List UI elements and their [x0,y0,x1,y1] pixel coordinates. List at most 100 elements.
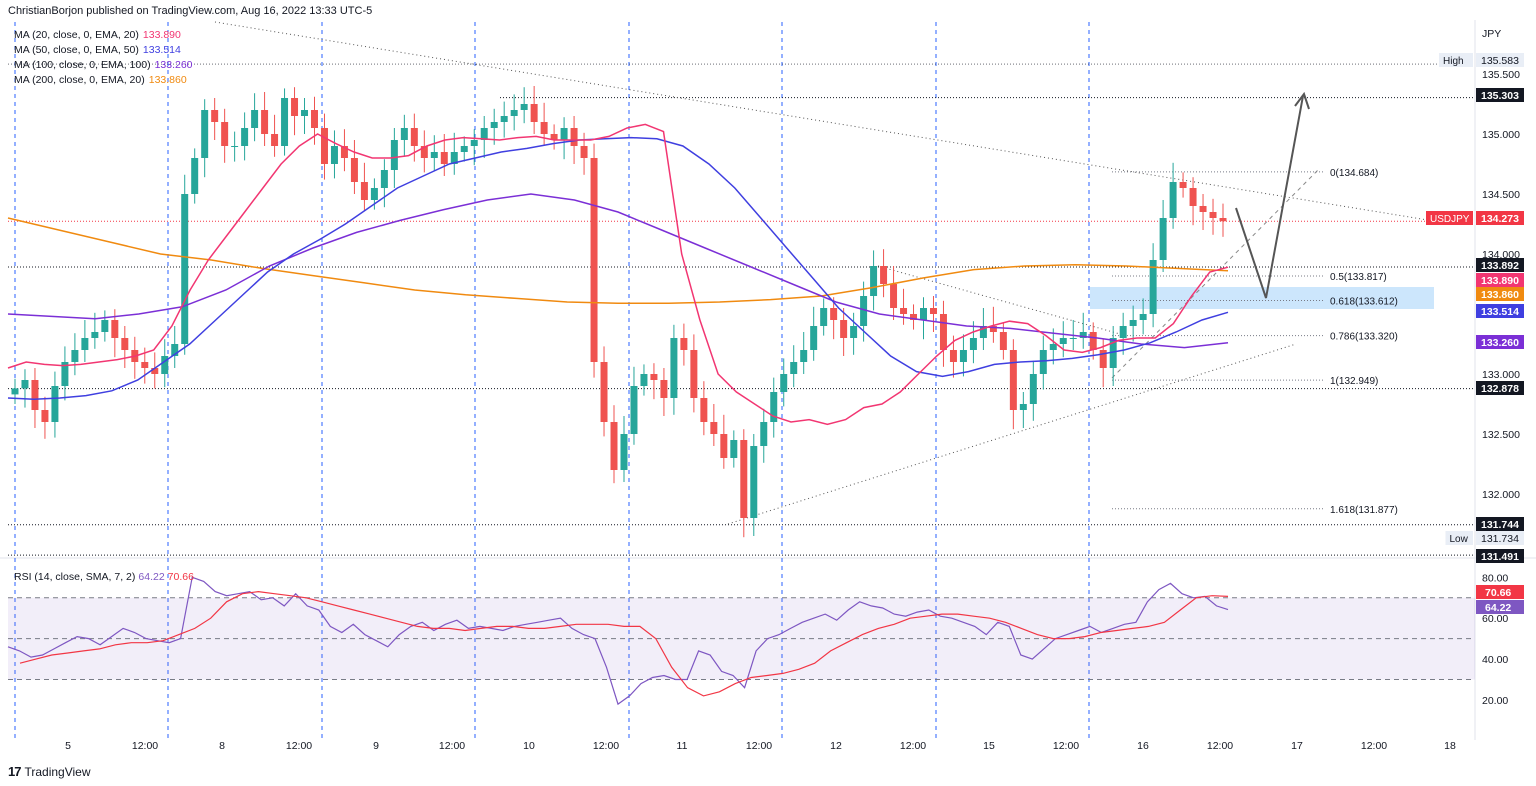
candle-body [550,134,558,140]
ma-legend-value: 133.890 [142,29,181,41]
candle-body [520,104,528,110]
candle-body [620,434,628,470]
ma-legend-100[interactable]: MA (100, close, 0, EMA, 100) 133.260 [14,58,193,73]
candle-body [540,122,548,134]
candle-body [530,104,538,122]
candle-body [1139,314,1147,320]
price-tick-label: 133.000 [1482,369,1520,381]
candle-body [999,332,1007,350]
price-tag-bg [1476,335,1524,349]
candle-body [161,356,169,374]
candle-body [1099,350,1107,368]
candle-body [600,362,608,422]
candle-body [440,152,448,164]
ma-legend-20[interactable]: MA (20, close, 0, EMA, 20) 133.890 [14,28,193,43]
candles [11,86,1227,538]
candle-body [11,388,19,395]
candle-body [760,422,768,446]
ema200-line [7,217,1229,304]
candle-body [920,308,927,320]
rsi-tag-value: 70.66 [1485,587,1511,599]
time-tick-label: 5 [65,740,71,752]
candle-body [610,422,618,470]
price-tag-name-bg [1439,53,1473,67]
candle-body [330,146,338,164]
price-tag-name-bg [1426,211,1473,225]
rsi-tick-label: 40.00 [1482,654,1508,666]
price-tag-bg [1476,88,1524,102]
candle-body [680,338,688,350]
candle-body [510,110,518,116]
time-tick-label: 11 [677,740,688,752]
candle-body [281,98,289,146]
candle-body [121,338,129,350]
ma-legend-50[interactable]: MA (50, close, 0, EMA, 50) 133.514 [14,43,193,58]
price-tick-label: 135.000 [1482,129,1520,141]
candle-body [840,320,848,338]
rsi-legend[interactable]: RSI (14, close, SMA, 7, 2) 64.22 70.66 [14,571,194,583]
candle-body [830,308,838,320]
tradingview-logo-icon: 17 [8,764,22,779]
candle-body [810,326,818,350]
candle-body [900,308,908,314]
price-tick-label: 132.500 [1482,429,1520,441]
candle-body [21,380,29,389]
price-tag-value: 133.890 [1481,275,1519,287]
candle-body [1009,350,1017,410]
candle-body [420,146,428,158]
candle-body [311,110,318,128]
candle-body [460,146,468,152]
price-tag-value: 134.273 [1481,213,1519,225]
candle-body [271,134,279,146]
candle-body [850,326,858,338]
time-tick-label: 12:00 [746,740,772,752]
tradingview-footer[interactable]: 17 TradingView [8,764,91,779]
candle-body [730,440,738,458]
candle-body [480,128,488,140]
price-tag-value: 135.583 [1481,55,1519,67]
candle-body [231,146,239,147]
ma-legend-200[interactable]: MA (200, close, 0, EMA, 20) 133.860 [14,73,193,88]
rsi-tag-bg [1476,600,1524,614]
time-tick-label: 12:00 [439,740,465,752]
rsi-tick-label: 80.00 [1482,572,1508,584]
ma-legend-label: MA (50, close, 0, EMA, 50) [14,44,139,56]
candle-body [470,140,478,146]
candle-body [181,194,189,344]
candle-body [91,332,99,338]
candle-body [430,152,438,158]
candle-body [101,320,109,332]
ma-legend-label: MA (100, close, 0, EMA, 100) [14,59,151,71]
price-tag-value: 131.734 [1481,533,1519,545]
rsi-tick-label: 20.00 [1482,695,1508,707]
candle-body [360,182,368,200]
candle-body [151,368,159,374]
candle-body [979,326,987,338]
time-tick-label: 12 [830,740,842,752]
projection-arrowhead [1294,91,1310,110]
candle-body [1219,218,1227,222]
candle-body [261,110,269,134]
candle-body [1029,374,1037,404]
candle-body [251,110,259,128]
fib-level-label: 1.618(131.877) [1330,505,1398,516]
price-tag-bg [1476,287,1524,301]
candle-body [560,128,568,140]
time-tick-label: 18 [1444,740,1456,752]
candle-body [211,110,219,122]
price-tag-value: 135.303 [1481,90,1519,102]
ma-legend-value: 133.860 [148,74,187,86]
candle-body [890,284,898,308]
candle-body [51,386,59,422]
candle-body [590,158,598,362]
candle-body [191,158,199,194]
rsi-legend-value: 64.22 [138,571,165,583]
price-tag-bg [1476,273,1524,287]
time-tick-label: 12:00 [286,740,312,752]
ema50-line [7,136,1229,400]
rsi-tag-bg [1476,585,1524,599]
fib-level-label: 0.618(133.612) [1330,297,1398,308]
projection-arrow [1235,95,1304,299]
candle-body [1199,206,1207,212]
